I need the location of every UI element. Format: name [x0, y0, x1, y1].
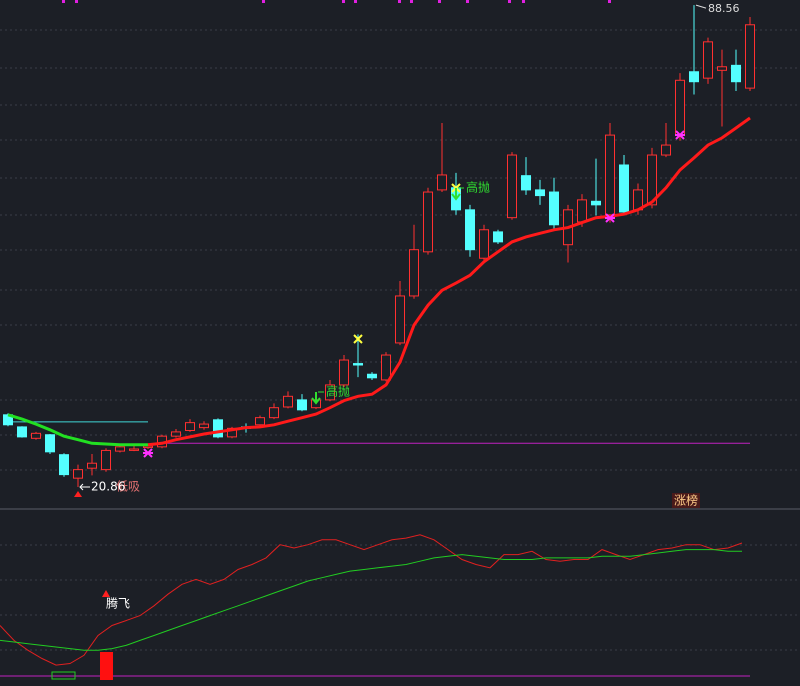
candle-body — [185, 422, 195, 431]
candle-body — [675, 79, 685, 136]
sell-label: 高抛 — [326, 384, 350, 399]
candle-body — [17, 426, 27, 438]
signal-star — [605, 213, 615, 223]
sell-arrow — [451, 188, 461, 201]
soar-arrow — [102, 590, 110, 597]
candle-body — [479, 229, 489, 259]
signal-cross — [353, 334, 363, 344]
signal-star — [143, 448, 153, 458]
candle-body — [647, 154, 657, 206]
candle-body — [255, 417, 265, 426]
low-label: 20.86 — [91, 479, 125, 493]
limit-up-label: 涨榜 — [674, 493, 698, 508]
candle-body — [297, 399, 307, 411]
moving-average — [7, 413, 148, 447]
candle-body — [101, 449, 111, 471]
low-buy-label: 低吸 — [116, 479, 140, 493]
indicator-box — [51, 671, 76, 680]
candle-body — [59, 454, 69, 476]
candle-body — [395, 295, 405, 344]
candle-body — [605, 134, 615, 216]
sell-arrow — [311, 392, 321, 405]
candle-body — [423, 191, 433, 253]
candle-body — [143, 445, 153, 449]
candle-body — [521, 175, 531, 191]
high-pointer — [695, 4, 707, 9]
candle-body — [367, 373, 377, 379]
candle-body — [619, 164, 629, 213]
candle-body — [45, 434, 55, 453]
candle-body — [213, 419, 223, 438]
high-label: 88.56 — [708, 2, 740, 15]
candle-body — [409, 249, 419, 297]
candle-body — [437, 174, 447, 191]
buy-arrow — [74, 490, 82, 497]
indicator-block — [100, 652, 113, 680]
signal-star — [675, 130, 685, 140]
top-ticks — [62, 0, 611, 3]
candle-body — [31, 432, 41, 439]
candle-body — [325, 384, 335, 401]
candle-body — [339, 359, 349, 386]
candle-body — [591, 200, 601, 206]
candle-body — [129, 448, 139, 451]
low-pointer — [79, 483, 90, 491]
candle-body — [353, 363, 363, 366]
indicator-line — [0, 534, 743, 666]
indicator-line — [0, 549, 742, 651]
soar-label: 腾飞 — [106, 596, 130, 611]
candle-body — [703, 41, 713, 79]
candle-body — [731, 64, 741, 83]
candle-body — [381, 354, 391, 381]
candle-body — [507, 154, 517, 219]
candle-body — [269, 407, 279, 419]
candle-body — [577, 199, 587, 223]
candle-body — [283, 395, 293, 408]
candle-body — [115, 446, 125, 452]
moving-average — [147, 116, 751, 447]
candle-body — [689, 71, 699, 83]
sell-label: 高抛 — [466, 180, 490, 195]
grid — [0, 29, 800, 651]
candle-body — [87, 462, 97, 469]
candle-body — [745, 24, 755, 89]
candle-body — [171, 431, 181, 437]
candle-body — [465, 209, 475, 251]
candle-body — [717, 66, 727, 71]
candle-body — [493, 231, 503, 243]
candle-body — [199, 423, 209, 429]
candle-body — [661, 144, 671, 156]
candle-body — [535, 189, 545, 197]
candle-body — [73, 469, 83, 479]
limit-up-tag — [672, 493, 700, 508]
candle-body — [549, 191, 559, 226]
